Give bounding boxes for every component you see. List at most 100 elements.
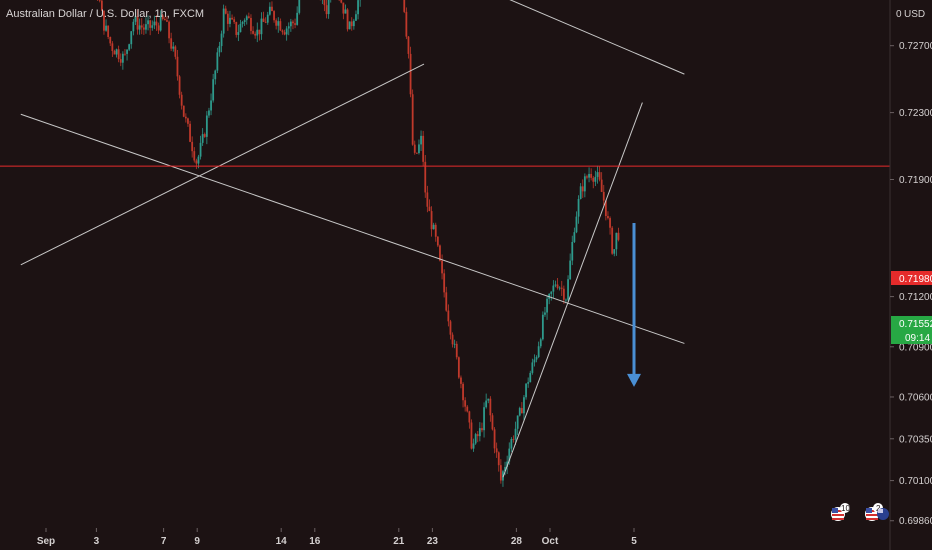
candle-body bbox=[613, 249, 616, 254]
candle-body bbox=[451, 334, 454, 345]
candle-body bbox=[516, 415, 519, 429]
level-badge-label: 0.71980 bbox=[899, 274, 932, 285]
candle-body bbox=[327, 0, 330, 15]
candle-body bbox=[197, 156, 200, 164]
candle-body bbox=[598, 172, 601, 180]
candle-body bbox=[140, 25, 143, 28]
candle-body bbox=[531, 362, 534, 373]
candle-body bbox=[178, 76, 181, 95]
candle-body bbox=[184, 116, 187, 119]
candle-body bbox=[455, 343, 458, 358]
candle-body bbox=[495, 448, 498, 453]
candle-body bbox=[487, 398, 490, 401]
trendline[interactable] bbox=[20, 63, 425, 266]
candle-body bbox=[342, 2, 345, 14]
candle-body bbox=[145, 24, 147, 30]
candle-body bbox=[132, 21, 135, 32]
candle-body bbox=[172, 46, 175, 49]
candle-body bbox=[600, 179, 603, 192]
chart-title: Australian Dollar / U.S. Dollar, 1h, FXC… bbox=[6, 8, 205, 20]
candle-body bbox=[212, 79, 215, 101]
candle-body bbox=[153, 21, 156, 26]
candle-body bbox=[233, 19, 236, 23]
candle-body bbox=[216, 52, 219, 71]
candle-body bbox=[195, 160, 198, 164]
candle-body bbox=[180, 94, 183, 106]
event-flags[interactable]: 10 2 bbox=[831, 503, 889, 521]
candle-body bbox=[262, 18, 265, 22]
au-flag-icon[interactable] bbox=[877, 508, 889, 520]
candle-body bbox=[117, 49, 120, 60]
price-tick-label: 0.71200 bbox=[899, 292, 932, 303]
candle-body bbox=[151, 25, 154, 28]
candle-body bbox=[466, 406, 469, 412]
candle-body bbox=[533, 359, 536, 363]
price-tick-label: 0.70900 bbox=[899, 342, 932, 353]
trendline[interactable] bbox=[49, 0, 685, 75]
candle-body bbox=[350, 21, 353, 27]
candle-body bbox=[415, 152, 418, 154]
candle-body bbox=[100, 0, 103, 11]
candle-body bbox=[210, 100, 212, 111]
candle-body bbox=[609, 218, 611, 228]
price-tick-label: 0.70100 bbox=[899, 476, 932, 487]
candle-body bbox=[556, 284, 559, 288]
candle-body bbox=[161, 15, 164, 19]
candle-body bbox=[434, 224, 437, 237]
candle-body bbox=[602, 191, 605, 201]
candle-body bbox=[279, 21, 282, 31]
candle-body bbox=[481, 428, 483, 431]
drawings-layer bbox=[0, 0, 890, 478]
event-count-1: 10 bbox=[841, 504, 850, 513]
candle-body bbox=[355, 14, 357, 21]
current-price-label: 0.71552 bbox=[899, 319, 932, 330]
candle-body bbox=[289, 21, 292, 27]
candle-body bbox=[119, 59, 122, 63]
candle-body bbox=[577, 198, 580, 217]
candle-body bbox=[252, 30, 254, 34]
candle-body bbox=[130, 31, 133, 45]
candle-body bbox=[283, 32, 286, 35]
candle-body bbox=[573, 232, 576, 242]
candle-body bbox=[604, 200, 607, 217]
level-badge bbox=[891, 271, 932, 285]
candle-body bbox=[514, 428, 517, 440]
candle-body bbox=[220, 33, 223, 47]
candle-body bbox=[525, 383, 527, 398]
candle-body bbox=[493, 429, 496, 449]
price-axis[interactable]: 0.740000.735000.731000.727000.723000.719… bbox=[890, 0, 932, 527]
price-tick-label: 0.72300 bbox=[899, 108, 932, 119]
candle-body bbox=[103, 10, 105, 31]
candle-body bbox=[340, 0, 343, 3]
candle-body bbox=[405, 11, 408, 37]
candle-body bbox=[352, 20, 355, 27]
trendline[interactable] bbox=[502, 102, 643, 478]
candle-body bbox=[126, 49, 128, 54]
candle-body bbox=[121, 53, 124, 63]
candle-body bbox=[226, 13, 229, 24]
candle-body bbox=[607, 216, 609, 219]
time-tick-label: 23 bbox=[427, 536, 439, 547]
candle-body bbox=[474, 434, 477, 444]
candle-body bbox=[159, 15, 162, 31]
time-tick-label: 16 bbox=[309, 536, 321, 547]
candle-body bbox=[590, 173, 593, 178]
down-arrow-icon[interactable] bbox=[627, 373, 641, 387]
candle-body bbox=[445, 292, 448, 311]
time-axis[interactable]: Sep 3 7 9 14 16 21 23 28 Oct 5 bbox=[37, 528, 637, 547]
candle-body bbox=[436, 236, 439, 246]
candle-body bbox=[296, 12, 299, 25]
candle-body bbox=[235, 22, 238, 35]
candle-body bbox=[203, 134, 206, 137]
trendline[interactable] bbox=[20, 113, 685, 344]
candle-body bbox=[344, 9, 347, 14]
candle-body bbox=[470, 422, 473, 449]
candle-body bbox=[250, 17, 252, 31]
candle-body bbox=[426, 192, 429, 207]
time-tick-label: 21 bbox=[393, 536, 405, 547]
candle-body bbox=[348, 21, 351, 30]
candle-body bbox=[552, 285, 555, 292]
time-tick-label: Sep bbox=[37, 536, 55, 547]
